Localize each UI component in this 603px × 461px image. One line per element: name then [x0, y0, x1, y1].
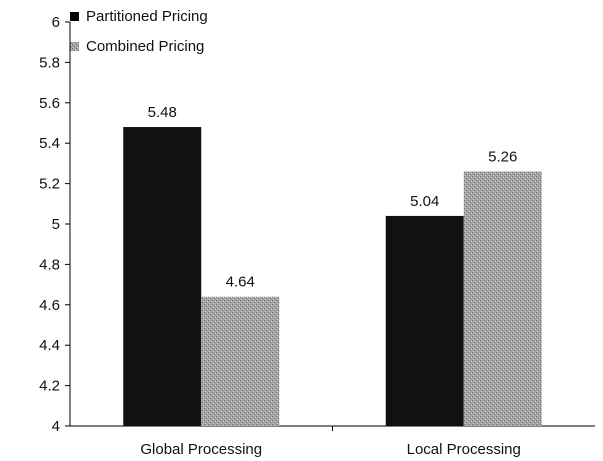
y-axis: 4 4.2 4.4 4.6 4.8 5 5.2 5.4 5.6 5.8 6 — [39, 14, 71, 435]
y-tick-label: 4.2 — [39, 378, 60, 395]
legend-label-combined-pricing: Combined Pricing — [86, 38, 204, 55]
y-tick-label: 5.8 — [39, 54, 60, 71]
legend-swatch-combined-pricing — [70, 42, 79, 51]
data-label: 5.26 — [488, 148, 517, 165]
data-labels: 5.48 4.64 5.04 5.26 — [148, 104, 518, 291]
data-label: 5.04 — [410, 193, 439, 210]
y-tick-label: 5.4 — [39, 135, 60, 152]
x-tick-label: Local Processing — [407, 441, 521, 458]
bar-combined-global — [201, 296, 280, 426]
legend-label-partitioned-pricing: Partitioned Pricing — [86, 8, 208, 25]
data-label: 5.48 — [148, 104, 177, 121]
legend-swatch-partitioned-pricing — [70, 12, 79, 21]
y-tick-label: 5.2 — [39, 176, 60, 193]
legend: Partitioned Pricing Combined Pricing — [70, 8, 208, 55]
bar-partitioned-local — [385, 215, 464, 426]
x-axis: Global Processing Local Processing — [70, 425, 595, 458]
y-tick-label: 4.4 — [39, 337, 60, 354]
y-tick-label: 6 — [52, 14, 60, 31]
y-tick-label: 4.6 — [39, 297, 60, 314]
data-label: 4.64 — [226, 274, 255, 291]
y-tick-label: 5 — [52, 216, 60, 233]
y-tick-label: 4 — [52, 418, 60, 435]
y-tick-label: 5.6 — [39, 95, 60, 112]
bars — [123, 127, 542, 426]
bar-partitioned-global — [123, 127, 202, 426]
x-tick-label: Global Processing — [140, 441, 262, 458]
bar-combined-local — [463, 171, 542, 426]
y-tick-label: 4.8 — [39, 256, 60, 273]
